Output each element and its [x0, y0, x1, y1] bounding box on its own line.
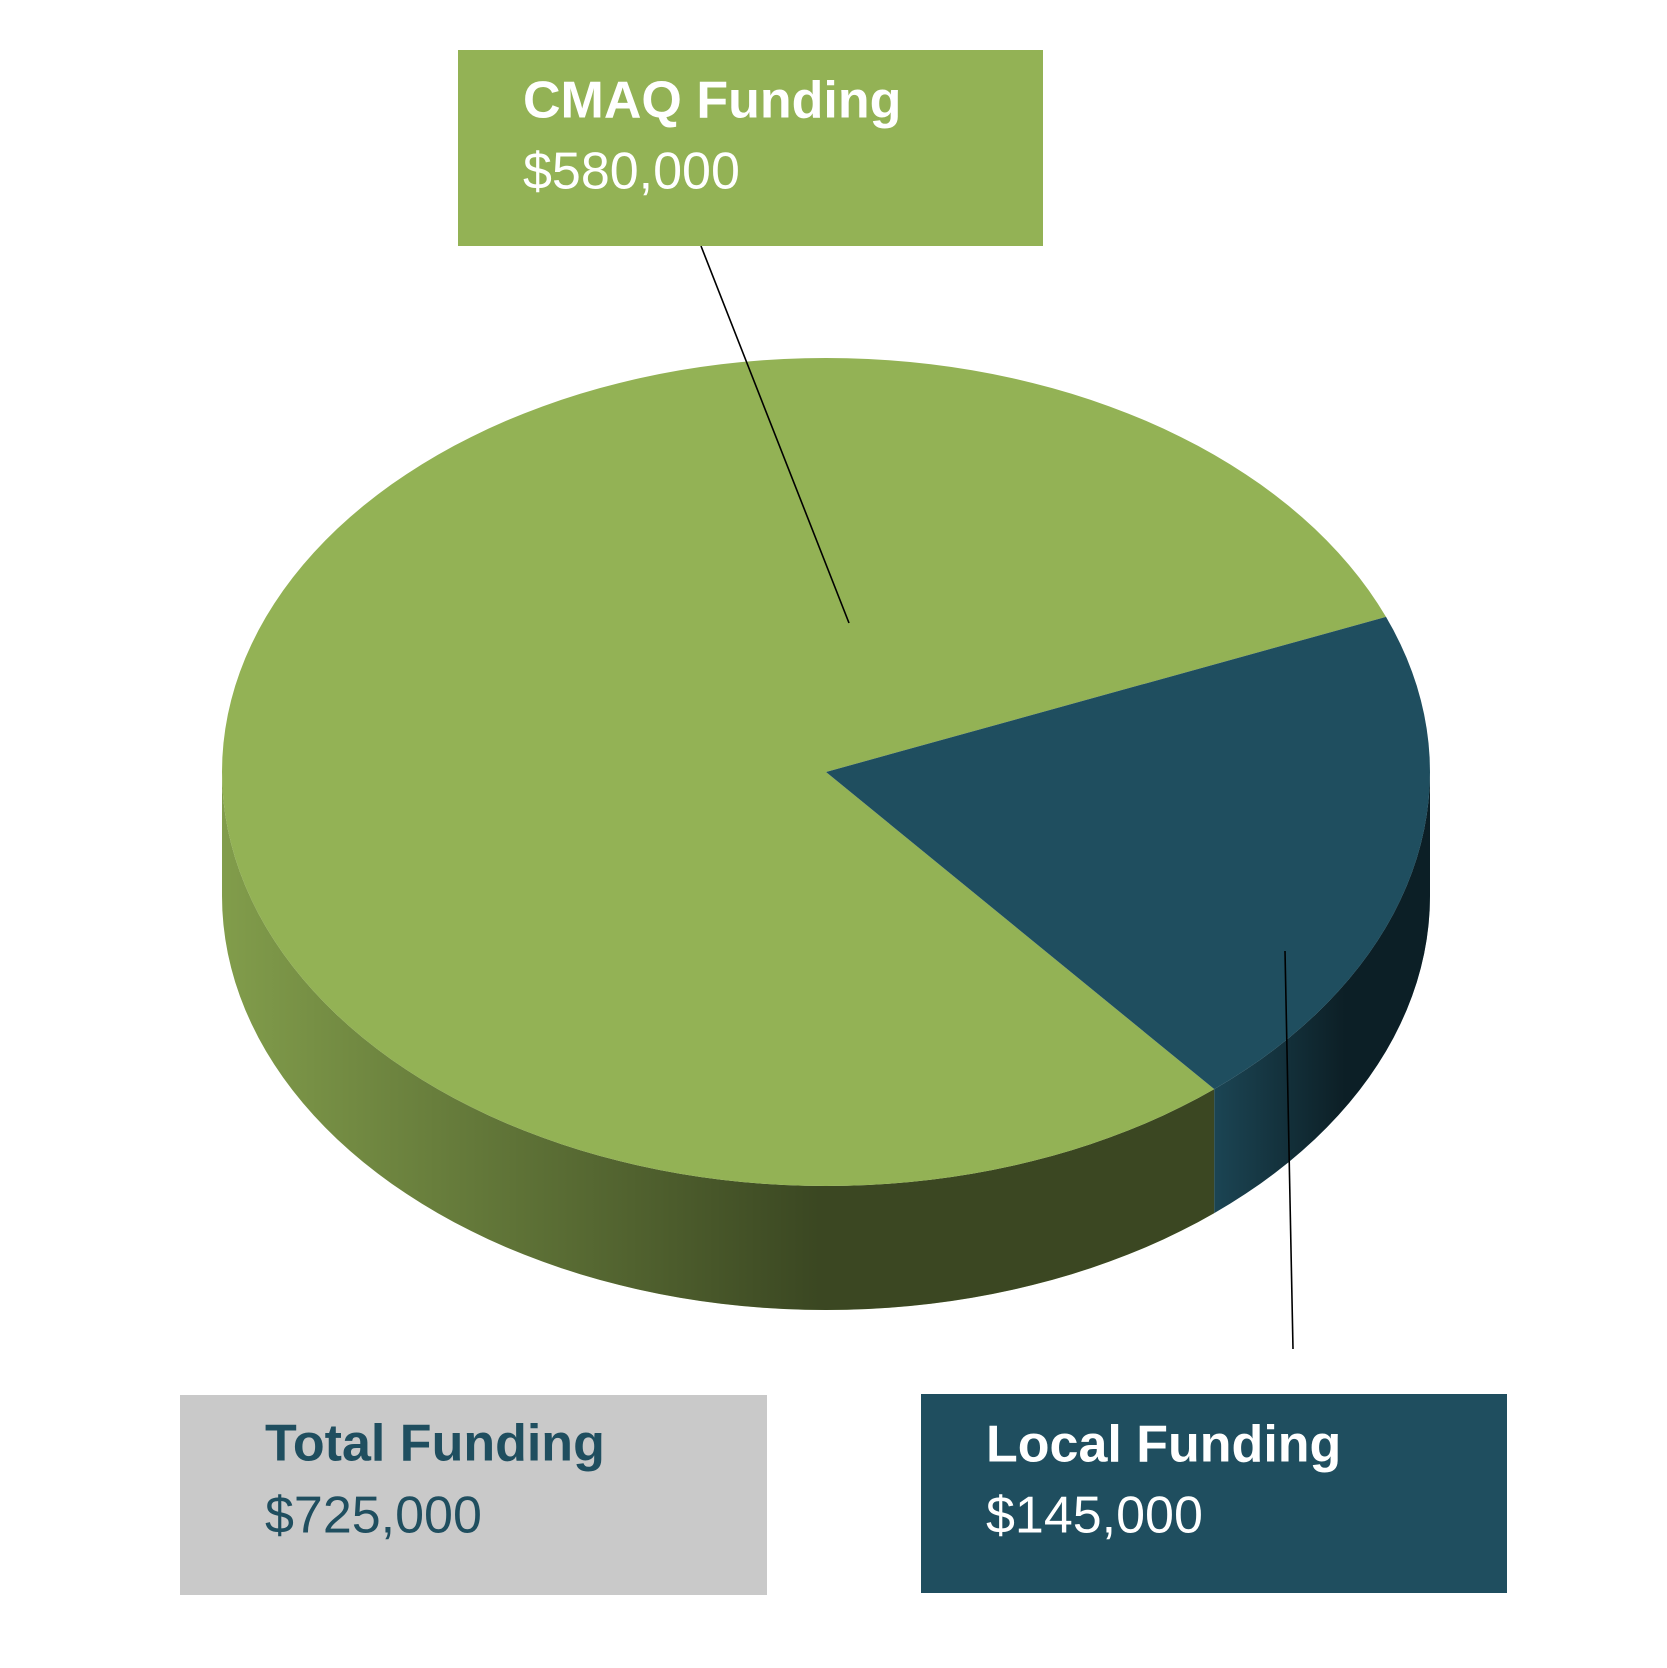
slice-side-shade: [222, 772, 1215, 1310]
labels: Total Funding $725,000 CMAQ Funding $580,…: [180, 50, 1507, 1595]
label-value: $145,000: [986, 1487, 1203, 1545]
total-value: $725,000: [265, 1487, 482, 1545]
label-value: $580,000: [523, 143, 740, 201]
slice: [826, 616, 1430, 1090]
label-title: CMAQ Funding: [523, 72, 901, 130]
label-box: [458, 50, 1043, 246]
total-box: [180, 1395, 767, 1595]
total-title: Total Funding: [265, 1415, 605, 1473]
leader-line: [1284, 950, 1294, 1350]
slice-side-shade: [1214, 772, 1430, 1214]
slice: [222, 358, 1387, 1186]
label-title: Local Funding: [986, 1416, 1341, 1474]
leader-line: [700, 245, 850, 624]
label-box: [921, 1394, 1507, 1593]
pie: [222, 358, 1430, 1310]
